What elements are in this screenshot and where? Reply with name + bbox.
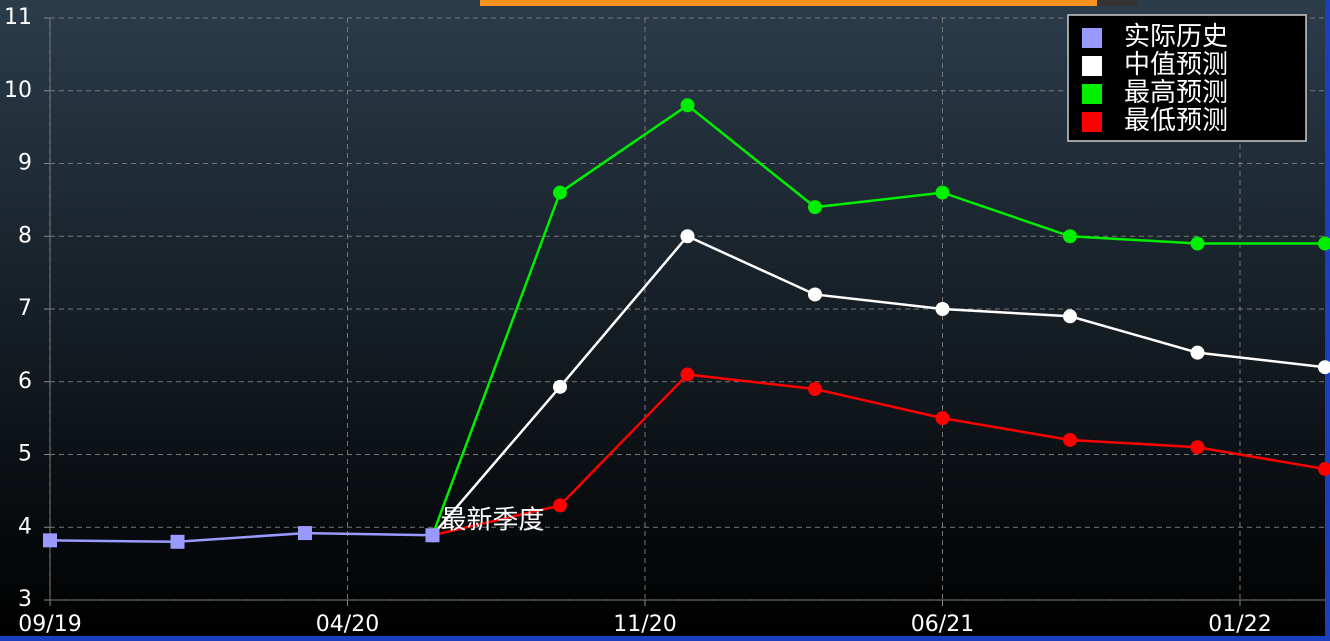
point-marker: [425, 528, 440, 543]
y-tick-label: 10: [4, 78, 32, 103]
point-marker: [1063, 229, 1077, 244]
legend-swatch: [1082, 28, 1102, 48]
y-tick-label: 6: [18, 369, 32, 394]
point-marker: [553, 379, 567, 394]
point-marker: [935, 302, 950, 316]
header-bar: [480, 0, 1097, 6]
point-marker: [680, 229, 695, 244]
legend-label: 最低预测: [1124, 106, 1228, 136]
y-tick-label: 9: [18, 151, 32, 176]
y-tick-label: 8: [18, 223, 32, 248]
series-line: [431, 234, 1326, 537]
point-marker: [1318, 462, 1330, 477]
x-tick-label: 11/20: [613, 612, 676, 637]
series-line: [432, 373, 1326, 537]
y-tick-label: 4: [18, 514, 32, 539]
point-marker: [1318, 360, 1330, 375]
y-tick-label: 11: [4, 5, 32, 30]
x-tick-label: 06/21: [911, 612, 974, 637]
point-marker: [170, 534, 185, 549]
point-marker: [680, 367, 695, 382]
point-marker: [1063, 309, 1077, 324]
legend-label: 最高预测: [1124, 78, 1228, 108]
legend-swatch: [1082, 112, 1102, 132]
y-tick-label: 5: [18, 442, 32, 467]
point-marker: [808, 287, 822, 302]
y-tick-label: 7: [18, 296, 32, 321]
point-marker: [553, 498, 567, 513]
point-marker: [553, 185, 567, 200]
header-button: [1097, 0, 1137, 6]
series-line: [49, 531, 433, 544]
point-marker: [1190, 236, 1205, 251]
legend-box: [1067, 14, 1307, 142]
legend-label: 中值预测: [1124, 50, 1228, 80]
x-tick-label: 01/22: [1208, 612, 1271, 637]
point-marker: [1063, 432, 1077, 447]
y-tick-label: 3: [18, 587, 32, 612]
point-marker: [1190, 345, 1205, 360]
point-marker: [298, 526, 312, 541]
series-line: [431, 103, 1325, 536]
point-marker: [935, 411, 950, 426]
legend-swatch: [1082, 84, 1102, 104]
point-marker: [1190, 440, 1205, 455]
x-tick-label: 04/20: [316, 612, 379, 637]
annotation: 最新季度: [441, 505, 545, 535]
point-marker: [1318, 236, 1330, 251]
legend-label: 实际历史: [1124, 22, 1228, 52]
legend-swatch: [1082, 56, 1102, 76]
point-marker: [680, 98, 695, 113]
point-marker: [808, 200, 822, 215]
point-marker: [935, 185, 950, 200]
point-marker: [808, 382, 822, 397]
point-marker: [43, 533, 57, 548]
x-tick-label: 09/19: [18, 612, 81, 637]
